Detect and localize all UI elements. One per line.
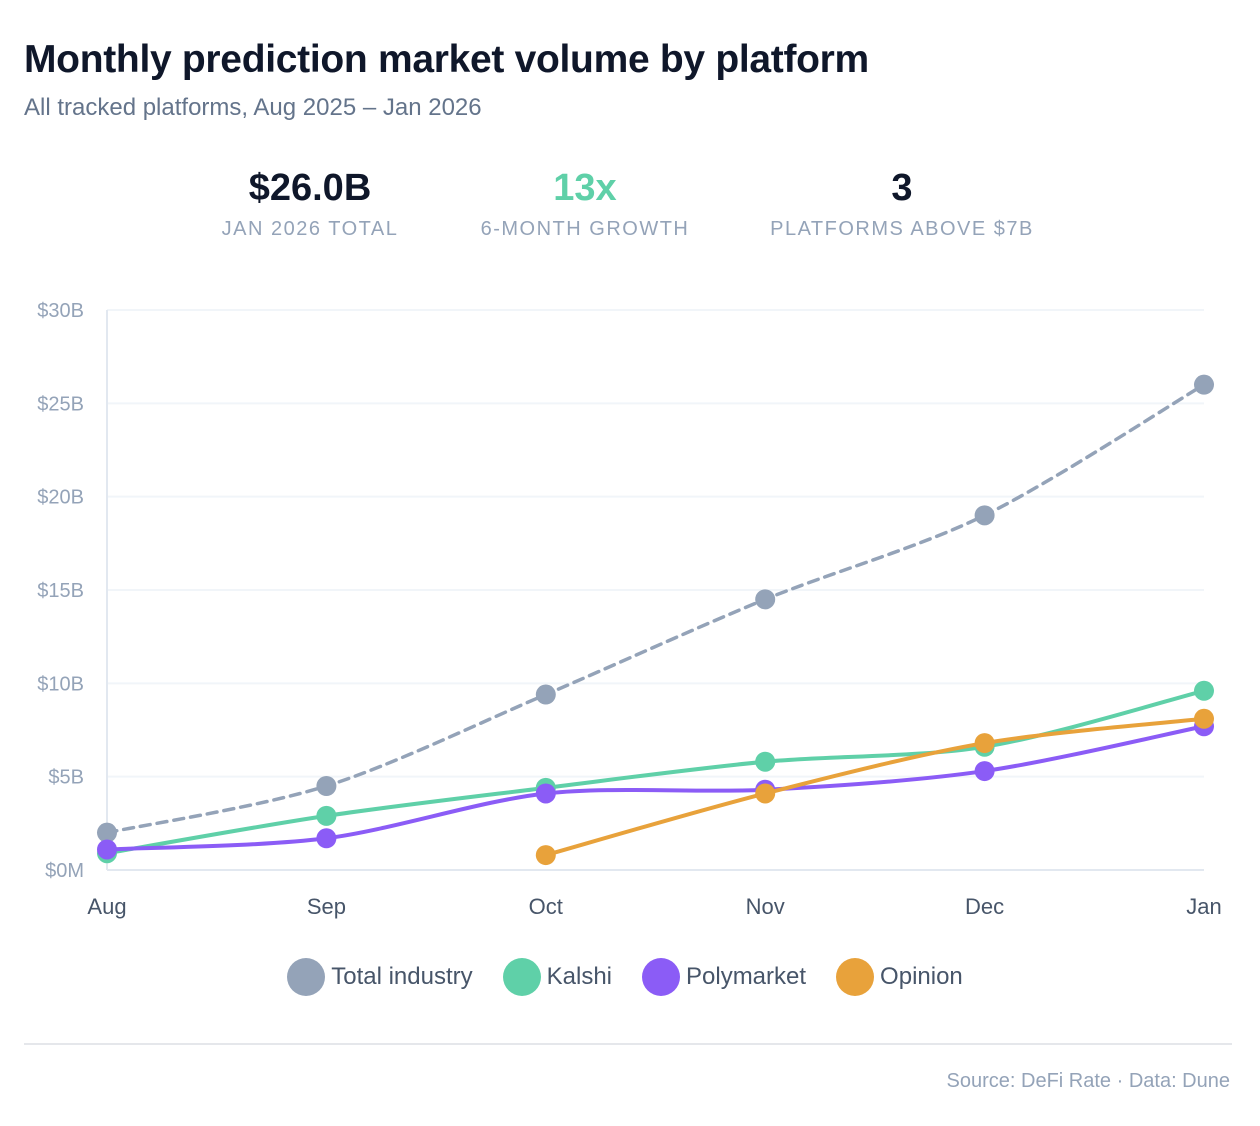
legend-item[interactable]: Total industry: [287, 958, 473, 996]
line-chart: $0M $5B $10B $15B $20B $25B $30B Aug Sep Oct Nov De…: [37, 300, 1221, 919]
legend-swatch-icon: [502, 958, 541, 996]
legend-item[interactable]: Kalshi: [502, 958, 612, 996]
data-point-kalshi: [755, 751, 776, 772]
x-tick-label: Oct: [529, 894, 563, 919]
stat-value: 3: [891, 167, 913, 209]
stat-label: PLATFORMS ABOVE $7B: [770, 218, 1034, 240]
series-line-total-industry: [105, 382, 1206, 835]
data-point-polymarket: [535, 783, 556, 804]
y-tick-label: $10B: [37, 673, 84, 695]
legend-item[interactable]: Opinion: [836, 958, 963, 996]
legend-swatch-icon: [836, 958, 875, 996]
data-point-total-industry: [974, 505, 995, 526]
legend-item[interactable]: Polymarket: [642, 958, 806, 996]
data-point-total-industry: [535, 684, 556, 705]
legend-label: Total industry: [331, 963, 473, 990]
x-tick-label: Aug: [87, 894, 126, 919]
stat-value: 13x: [553, 167, 617, 209]
data-point-total-industry: [1194, 374, 1214, 395]
stat-growth: 13x 6-MONTH GROWTH: [481, 166, 690, 241]
x-tick-label: Dec: [965, 894, 1004, 919]
legend-label: Polymarket: [686, 963, 807, 990]
y-tick-label: $25B: [37, 393, 84, 415]
legend-swatch-icon: [287, 958, 326, 996]
y-tick-label: $0M: [45, 860, 84, 882]
legend-swatch-icon: [642, 958, 680, 996]
data-point-polymarket: [974, 761, 995, 782]
source-note: Source: DeFi Rate · Data: Dune: [946, 1070, 1230, 1092]
stat-label: 6-MONTH GROWTH: [480, 218, 690, 240]
data-point-opinion: [1194, 708, 1214, 729]
data-point-total-industry: [755, 589, 776, 610]
y-tick-label: $15B: [37, 580, 84, 602]
data-point-opinion: [535, 845, 556, 866]
data-point-polymarket: [97, 839, 117, 860]
legend-label: Opinion: [880, 963, 963, 990]
data-point-polymarket: [316, 828, 337, 849]
chart-subtitle: All tracked platforms, Aug 2025 – Jan 20…: [24, 94, 482, 121]
y-tick-label: $5B: [48, 767, 84, 789]
series-line-kalshi: [105, 688, 1206, 856]
stat-jan-total: $26.0B JAN 2026 TOTAL: [222, 166, 399, 241]
x-tick-label: Sep: [307, 894, 346, 919]
stat-label: JAN 2026 TOTAL: [221, 218, 399, 240]
data-point-opinion: [755, 783, 776, 804]
stat-value: $26.0B: [248, 167, 372, 209]
legend: Total industry Kalshi Polymarket Opinion: [0, 958, 1250, 996]
data-point-opinion: [974, 733, 995, 754]
y-tick-label: $30B: [37, 300, 84, 322]
stat-platforms: 3 PLATFORMS ABOVE $7B: [770, 166, 1034, 241]
divider: [24, 1043, 1232, 1045]
x-tick-label: Jan: [1186, 894, 1221, 919]
data-point-kalshi: [316, 805, 337, 826]
y-tick-label: $20B: [37, 487, 84, 509]
series-line-opinion: [543, 716, 1206, 858]
data-point-total-industry: [97, 822, 117, 843]
data-point-total-industry: [316, 776, 337, 796]
legend-label: Kalshi: [546, 963, 612, 990]
chart-title: Monthly prediction market volume by plat…: [24, 38, 869, 81]
data-point-kalshi: [1194, 680, 1214, 701]
x-tick-label: Nov: [746, 894, 785, 919]
series-line-polymarket: [105, 724, 1206, 852]
